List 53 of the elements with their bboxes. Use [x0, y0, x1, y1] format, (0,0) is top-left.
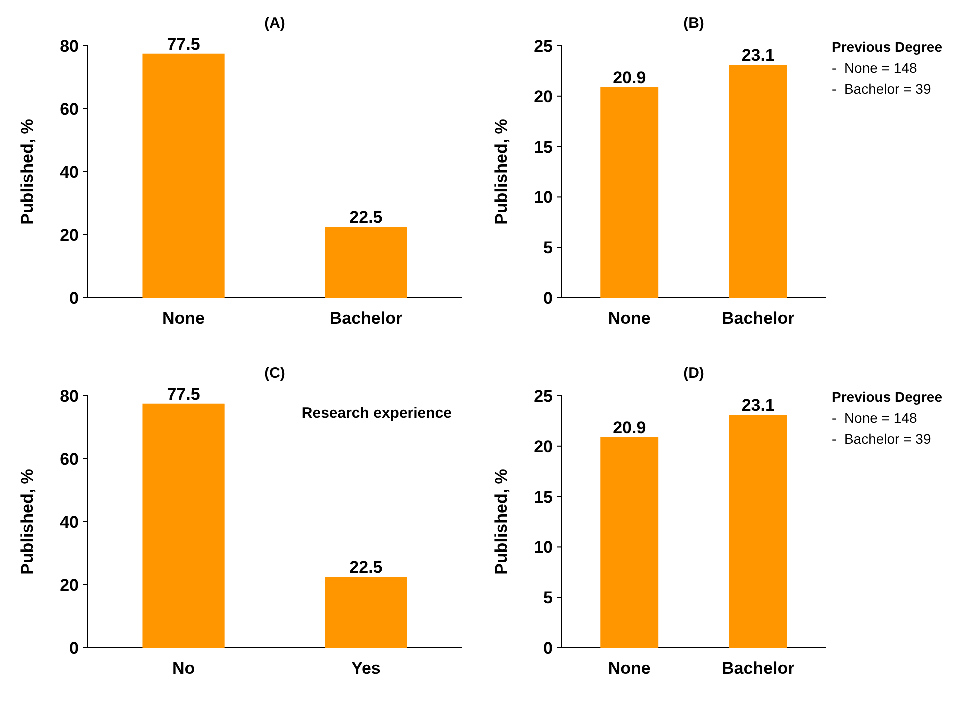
data-label: 77.5: [167, 384, 200, 404]
y-tick-label: 0: [544, 288, 553, 308]
y-tick-label: 60: [60, 450, 79, 469]
text: - Bachelor = 39: [832, 81, 932, 97]
x-tick-label: None: [608, 309, 651, 328]
x-tick-label: Bachelor: [330, 309, 403, 328]
text: - None = 148: [832, 410, 918, 426]
chart-title: (C): [264, 365, 286, 382]
y-tick-label: 25: [534, 36, 553, 56]
text: Previous Degree: [832, 39, 943, 55]
y-tick-label: 60: [60, 100, 79, 119]
y-tick-label: 40: [60, 512, 79, 532]
y-tick-label: 15: [534, 138, 553, 157]
y-tick-label: 10: [534, 538, 553, 558]
y-tick-label: 40: [60, 162, 79, 182]
y-axis-title: Published, %: [492, 469, 511, 575]
x-tick-label: Yes: [352, 659, 381, 678]
data-label: 20.9: [613, 418, 646, 438]
y-tick-label: 5: [544, 588, 553, 608]
x-tick-label: No: [172, 659, 196, 678]
data-label: 77.5: [167, 34, 200, 54]
y-tick-label: 10: [534, 188, 553, 208]
y-tick-label: 80: [60, 36, 79, 56]
y-tick-label: 20: [534, 87, 553, 106]
data-label: 23.1: [742, 46, 775, 66]
data-label: 23.1: [742, 396, 775, 416]
y-tick-label: 20: [534, 437, 553, 456]
y-tick-label: 5: [544, 238, 553, 258]
y-tick-label: 15: [534, 488, 553, 507]
y-tick-label: 25: [534, 386, 553, 406]
y-axis-title: Published, %: [18, 469, 37, 575]
y-tick-label: 80: [60, 386, 79, 406]
text: - None = 148: [832, 60, 918, 76]
annotation: Research experience: [302, 405, 452, 422]
data-label: 22.5: [350, 558, 383, 578]
y-tick-label: 20: [60, 226, 79, 245]
text: Previous Degree: [832, 389, 943, 405]
y-tick-label: 0: [544, 638, 553, 658]
y-axis-title: Published, %: [492, 119, 511, 225]
chart-title: (D): [684, 365, 704, 382]
chart-title: (A): [264, 15, 286, 32]
y-tick-label: 20: [60, 576, 79, 595]
y-axis-title: Published, %: [18, 119, 37, 225]
chart-title: (B): [684, 15, 704, 32]
text: - Bachelor = 39: [832, 431, 932, 447]
y-tick-label: 0: [70, 288, 79, 308]
data-label: 22.5: [350, 208, 383, 228]
x-tick-label: Bachelor: [722, 659, 796, 678]
x-tick-label: None: [162, 309, 206, 328]
data-label: 20.9: [613, 68, 646, 88]
y-tick-label: 0: [70, 638, 79, 658]
x-tick-label: None: [608, 659, 651, 678]
x-tick-label: Bachelor: [722, 309, 796, 328]
